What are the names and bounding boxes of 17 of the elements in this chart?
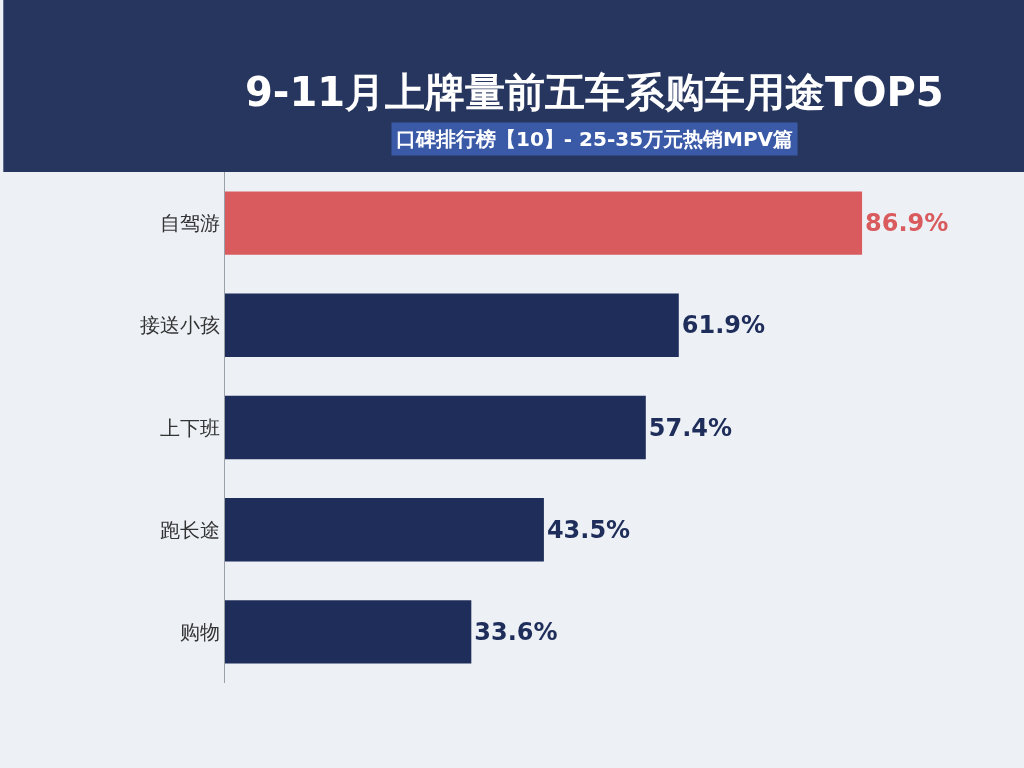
y-tick-label: 上下班 <box>160 415 220 440</box>
bar <box>225 498 544 562</box>
chart-title: 9-11月上牌量前五车系购车用途TOP5 <box>245 69 944 115</box>
bar <box>225 600 472 664</box>
chart-subtitle: 口碑排行榜【10】- 25-35万元热销MPV篇 <box>396 127 794 151</box>
y-tick-label: 自驾游 <box>160 211 220 236</box>
data-label: 33.6% <box>474 617 558 646</box>
y-tick-label: 跑长途 <box>160 517 220 542</box>
bar <box>225 191 863 255</box>
bar <box>225 395 646 460</box>
data-label: 57.4% <box>648 413 733 442</box>
y-tick-label: 购物 <box>180 619 220 644</box>
data-label: 86.9% <box>865 209 949 238</box>
data-label: 43.5% <box>546 515 631 544</box>
bar <box>225 293 679 357</box>
data-label: 61.9% <box>681 311 766 340</box>
y-tick-label: 接送小孩 <box>140 313 220 338</box>
